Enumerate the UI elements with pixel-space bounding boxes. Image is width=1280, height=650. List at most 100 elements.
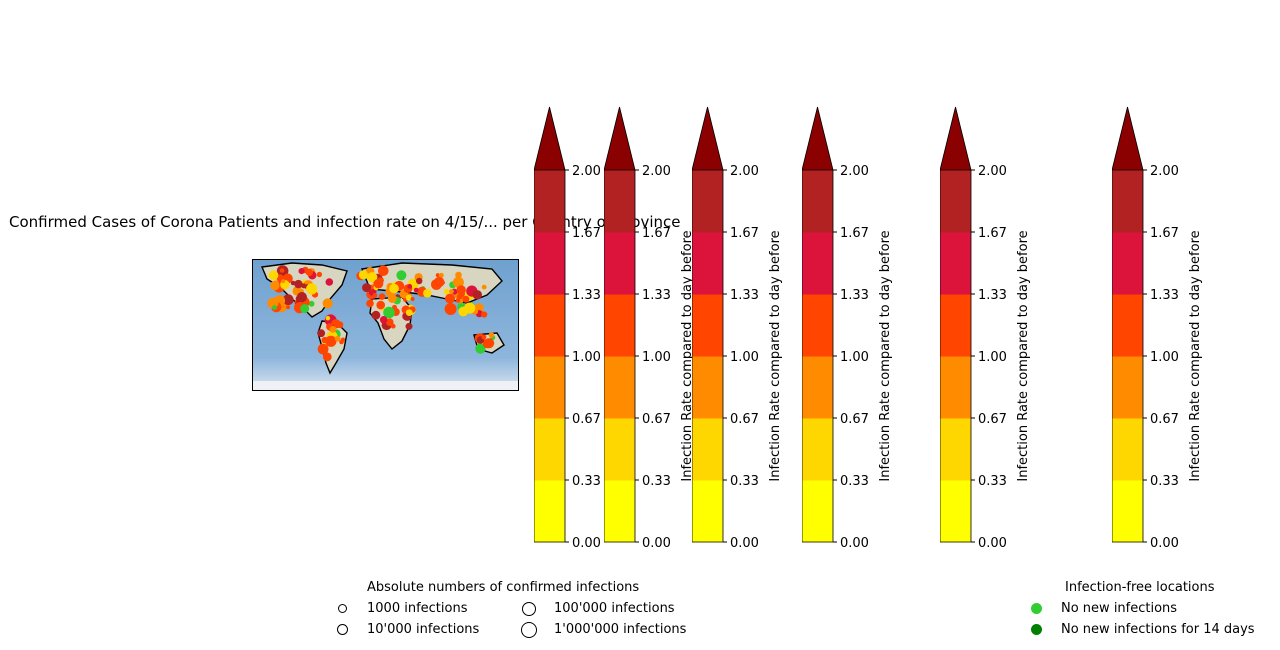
case-marker — [475, 343, 486, 354]
case-marker — [481, 334, 487, 340]
colorbar-segment — [1112, 356, 1143, 419]
case-marker — [329, 325, 337, 333]
colorbar-tick-label: 2.00 — [840, 164, 869, 179]
case-marker — [379, 316, 388, 324]
colorbar-tick-label: 0.33 — [642, 474, 671, 489]
case-marker — [322, 352, 332, 362]
colorbar-segment — [1112, 232, 1143, 295]
colorbar-tick-label: 0.00 — [642, 536, 671, 550]
case-marker — [416, 277, 423, 285]
case-marker — [308, 300, 315, 307]
colorbar-6: 2.00 1.67 1.33 1.00 0.67 0.33 0.00 Infection Ra… — [1112, 106, 1203, 550]
colorbar-tick-label: 0.00 — [1150, 536, 1179, 550]
size-legend-circle-100000 — [522, 602, 536, 616]
colorbar-tick-label: 0.67 — [730, 412, 759, 427]
colorbar-segment — [940, 232, 971, 295]
colorbar-extend-arrow — [604, 106, 636, 171]
map-title: Confirmed Cases of Corona Patients and i… — [9, 213, 681, 231]
colorbar-tick-label: 0.67 — [1150, 412, 1179, 427]
case-marker — [443, 288, 450, 295]
size-legend-label-10000: 10'000 infections — [367, 622, 480, 637]
size-legend-circle-1000 — [338, 604, 347, 613]
size-legend-title: Absolute numbers of confirmed infections — [367, 580, 640, 595]
colorbar-tick-label: 1.33 — [840, 288, 869, 303]
colorbar-tick-label: 1.67 — [840, 226, 869, 241]
colorbar-tick-label: 0.00 — [572, 536, 601, 550]
colorbar-tick-label: 0.00 — [978, 536, 1007, 550]
colorbar-segment — [604, 418, 635, 481]
colorbar-segment — [940, 480, 971, 543]
colorbar-segment — [1112, 170, 1143, 233]
colorbar-segment — [534, 418, 565, 481]
case-marker — [339, 339, 344, 345]
colorbar-tick-label: 2.00 — [642, 164, 671, 179]
colorbar-segment — [692, 294, 723, 357]
colorbar-segment — [534, 294, 565, 357]
case-marker — [456, 285, 466, 295]
colorbar-label: Infection Rate compared to day before — [768, 230, 783, 481]
colorbar-tick-label: 0.33 — [840, 474, 869, 489]
colorbar-tick-label: 0.67 — [840, 412, 869, 427]
colorbar-segment — [1112, 480, 1143, 543]
colorbar-tick-label: 2.00 — [978, 164, 1007, 179]
case-marker — [317, 343, 329, 355]
colorbar-tick-label: 0.33 — [1150, 474, 1179, 489]
colorbar-tick-label: 2.00 — [572, 164, 601, 179]
colorbar-2: 2.00 1.67 1.33 1.00 0.67 0.33 0.00 Infection Ra… — [604, 106, 695, 550]
colorbar-segment — [692, 232, 723, 295]
infection-free-legend-title: Infection-free locations — [1065, 580, 1215, 595]
colorbar-segment — [692, 418, 723, 481]
case-marker — [488, 332, 495, 338]
colorbar-segment — [604, 480, 635, 543]
colorbar-tick-label: 1.00 — [978, 350, 1007, 365]
colorbar-segment — [1112, 418, 1143, 481]
case-marker — [462, 295, 470, 303]
case-marker — [272, 305, 277, 310]
colorbar-label: Infection Rate compared to day before — [1016, 230, 1031, 481]
colorbar-segment — [940, 170, 971, 233]
colorbar-segment — [534, 356, 565, 419]
colorbar-tick-label: 2.00 — [730, 164, 759, 179]
case-marker — [358, 270, 368, 280]
size-legend-circle-1000000 — [521, 622, 537, 638]
no-new-infections-14-days-dot — [1031, 624, 1042, 635]
colorbar-segment — [692, 170, 723, 233]
colorbar-tick-label: 0.33 — [572, 474, 601, 489]
colorbar-tick-label: 0.33 — [730, 474, 759, 489]
case-marker — [378, 265, 389, 276]
case-marker — [325, 316, 331, 321]
case-marker — [438, 272, 444, 278]
colorbar-tick-label: 1.67 — [978, 226, 1007, 241]
case-marker — [444, 303, 457, 315]
colorbar-tick-label: 0.00 — [840, 536, 869, 550]
colorbar-extend-arrow — [1112, 106, 1144, 171]
case-marker — [472, 290, 482, 300]
case-marker — [371, 310, 381, 320]
colorbar-tick-label: 0.00 — [730, 536, 759, 550]
case-marker — [386, 318, 394, 326]
colorbar-4: 2.00 1.67 1.33 1.00 0.67 0.33 0.00 Infection Ra… — [802, 106, 893, 550]
no-new-infections-dot — [1031, 603, 1042, 614]
colorbar-segment — [802, 418, 833, 481]
colorbar-extend-arrow — [692, 106, 724, 171]
colorbar-tick-label: 1.33 — [642, 288, 671, 303]
colorbar-5: 2.00 1.67 1.33 1.00 0.67 0.33 0.00 Infection Ra… — [940, 106, 1031, 550]
size-legend-label-100000: 100'000 infections — [554, 601, 675, 616]
colorbar-segment — [940, 356, 971, 419]
case-marker — [282, 294, 294, 306]
size-legend-label-1000000: 1'000'000 infections — [554, 622, 687, 637]
infection-free-legend: Infection-free locations No new infectio… — [1028, 580, 1278, 646]
case-marker — [366, 299, 374, 308]
case-marker — [317, 329, 326, 338]
case-marker — [434, 276, 445, 288]
colorbar-tick-label: 1.67 — [642, 226, 671, 241]
case-marker — [281, 279, 286, 284]
colorbar-label: Infection Rate compared to day before — [1188, 230, 1203, 481]
case-marker — [405, 322, 413, 330]
case-marker — [481, 284, 487, 290]
colorbar-tick-label: 1.33 — [1150, 288, 1179, 303]
colorbar-tick-label: 1.00 — [572, 350, 601, 365]
size-legend-label-1000: 1000 infections — [367, 601, 468, 616]
no-new-infections-14-days-label: No new infections for 14 days — [1061, 622, 1255, 637]
